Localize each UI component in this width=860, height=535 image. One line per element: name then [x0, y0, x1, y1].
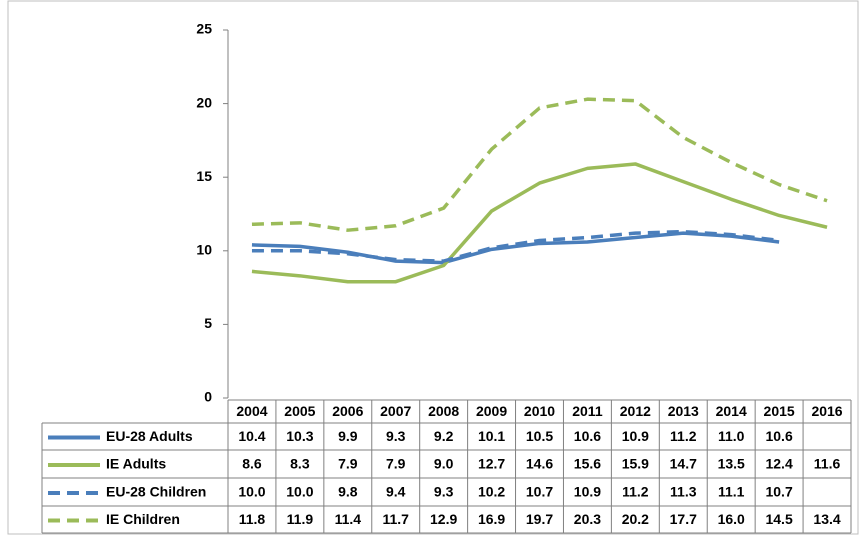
- x-tick-label: 2004: [236, 403, 267, 419]
- series-line: [251, 231, 780, 265]
- table-value: 10.0: [286, 484, 313, 500]
- x-tick-label: 2009: [476, 403, 507, 419]
- table-value: 9.3: [434, 484, 454, 500]
- y-tick-label: 10: [196, 242, 212, 258]
- x-tick-label: 2006: [332, 403, 363, 419]
- table-value: 10.4: [238, 428, 265, 444]
- table-value: 11.4: [335, 511, 362, 527]
- table-value: 19.7: [526, 511, 553, 527]
- table-value: 14.6: [526, 456, 553, 472]
- table-value: 10.2: [478, 484, 505, 500]
- x-tick-label: 2007: [380, 403, 411, 419]
- legend-label: EU-28 Children: [106, 484, 206, 500]
- table-value: 17.7: [670, 511, 697, 527]
- table-value: 9.3: [386, 428, 406, 444]
- table-value: 20.3: [574, 511, 601, 527]
- table-value: 10.1: [478, 428, 505, 444]
- table-value: 11.7: [382, 511, 409, 527]
- y-tick-label: 5: [204, 315, 212, 331]
- table-value: 7.9: [386, 456, 406, 472]
- legend-label: IE Children: [106, 511, 180, 527]
- table-value: 11.3: [670, 484, 697, 500]
- table-value: 7.9: [338, 456, 358, 472]
- table-value: 13.4: [813, 511, 840, 527]
- table-value: 9.2: [434, 428, 454, 444]
- table-value: 15.9: [622, 456, 649, 472]
- table-value: 16.9: [478, 511, 505, 527]
- table-value: 10.9: [574, 484, 601, 500]
- table-value: 14.5: [765, 511, 792, 527]
- table-value: 14.7: [670, 456, 697, 472]
- table-value: 10.5: [526, 428, 553, 444]
- table-value: 11.1: [718, 484, 745, 500]
- table-value: 13.5: [718, 456, 745, 472]
- table-value: 10.6: [574, 428, 601, 444]
- series-line: [251, 97, 828, 232]
- y-tick-label: 0: [204, 389, 212, 405]
- table-value: 12.4: [765, 456, 792, 472]
- x-tick-label: 2013: [668, 403, 699, 419]
- table-value: 11.8: [239, 511, 266, 527]
- table-value: 9.0: [434, 456, 454, 472]
- table-value: 9.4: [386, 484, 406, 500]
- table-value: 9.9: [338, 428, 358, 444]
- table-value: 10.6: [765, 428, 792, 444]
- y-tick-label: 20: [196, 94, 212, 110]
- x-tick-label: 2012: [620, 403, 651, 419]
- table-value: 8.3: [290, 456, 310, 472]
- table-value: 10.7: [765, 484, 792, 500]
- x-tick-label: 2014: [716, 403, 747, 419]
- x-tick-label: 2010: [524, 403, 555, 419]
- table-value: 11.9: [287, 511, 314, 527]
- table-value: 20.2: [622, 511, 649, 527]
- table-value: 11.0: [718, 428, 745, 444]
- x-tick-label: 2015: [764, 403, 795, 419]
- table-value: 11.2: [622, 484, 649, 500]
- table-value: 11.6: [814, 456, 841, 472]
- series-line: [251, 229, 780, 263]
- table-value: 16.0: [718, 511, 745, 527]
- table-value: 15.6: [574, 456, 601, 472]
- y-tick-label: 15: [196, 168, 212, 184]
- x-tick-label: 2008: [428, 403, 459, 419]
- x-tick-label: 2011: [572, 403, 603, 419]
- y-tick-label: 25: [196, 21, 212, 37]
- legend-label: IE Adults: [106, 456, 166, 472]
- table-value: 9.8: [338, 484, 358, 500]
- table-value: 12.9: [430, 511, 457, 527]
- table-value: 12.7: [478, 456, 505, 472]
- table-value: 10.0: [238, 484, 265, 500]
- chart-frame: [7, 0, 859, 535]
- x-tick-label: 2016: [811, 403, 842, 419]
- series-line: [251, 162, 828, 284]
- table-value: 10.7: [526, 484, 553, 500]
- table-value: 8.6: [242, 456, 262, 472]
- legend-label: EU-28 Adults: [106, 428, 193, 444]
- table-value: 10.3: [286, 428, 313, 444]
- table-value: 10.9: [622, 428, 649, 444]
- table-value: 11.2: [670, 428, 697, 444]
- x-tick-label: 2005: [284, 403, 315, 419]
